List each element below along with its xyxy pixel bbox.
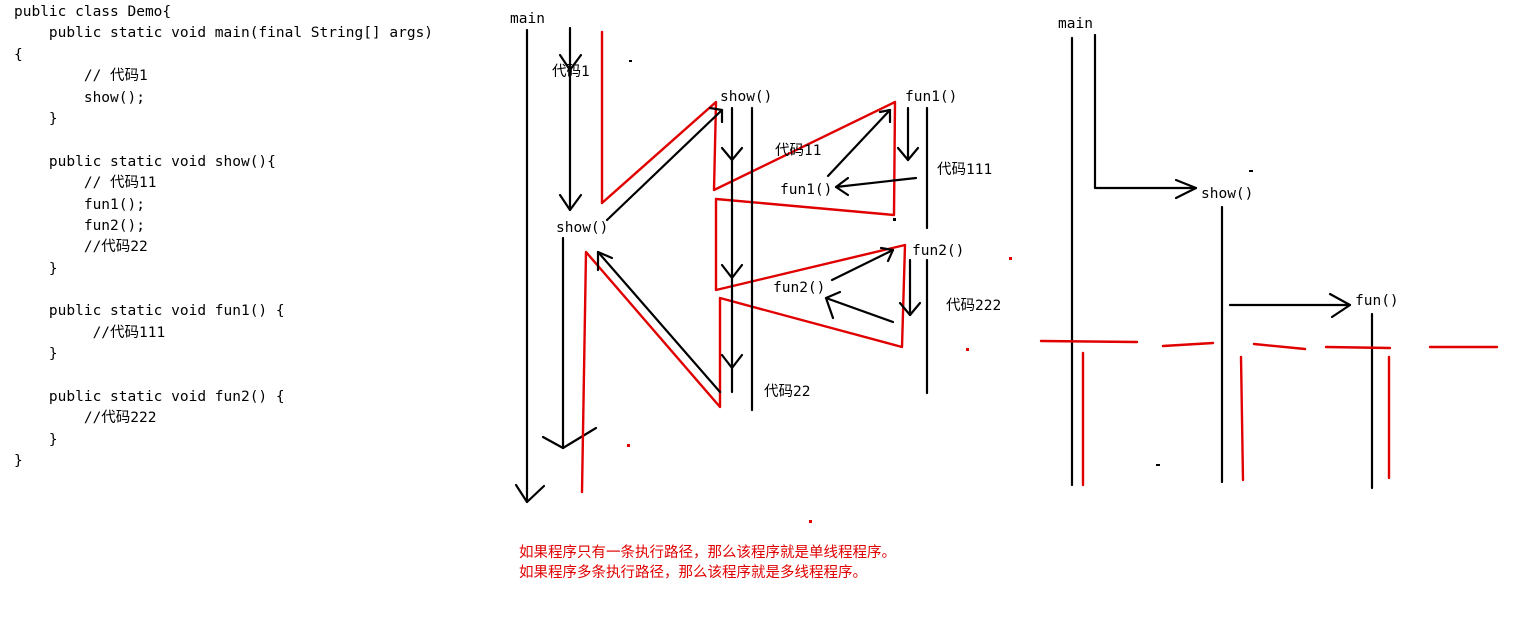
code-line: public static void fun1() { bbox=[14, 303, 285, 320]
main-label-right: main bbox=[1058, 16, 1093, 32]
code-line: show(); bbox=[14, 89, 145, 106]
code-line: } bbox=[14, 260, 58, 277]
code-line: //代码222 bbox=[14, 410, 157, 427]
code-line: } bbox=[14, 346, 58, 363]
main-branch-line bbox=[1093, 33, 1198, 190]
call-fun2-arrowhead bbox=[879, 246, 895, 263]
mark-1 bbox=[629, 60, 632, 62]
return-main-arrowhead bbox=[596, 250, 614, 272]
notes: 如果程序只有一条执行路径，那么该程序就是单线程程序。 如果程序多条执行路径，那么… bbox=[519, 543, 896, 583]
code-line: fun2(); bbox=[14, 217, 145, 234]
fun2-call-label: fun2() bbox=[773, 280, 825, 296]
code22-arrowhead bbox=[720, 353, 744, 370]
code-line: public class Demo{ bbox=[14, 4, 172, 20]
code-line: } bbox=[14, 110, 58, 127]
fun2-call-arrowhead bbox=[720, 263, 744, 280]
fun2-arrowhead bbox=[898, 301, 922, 317]
code222-label: 代码222 bbox=[946, 297, 1001, 314]
note-multi-thread: 如果程序多条执行路径，那么该程序就是多线程程序。 bbox=[519, 565, 867, 581]
mark-6 bbox=[893, 218, 896, 221]
code1-top-arrowhead bbox=[558, 53, 583, 72]
code-line: public static void show(){ bbox=[14, 153, 276, 170]
code22-label: 代码22 bbox=[764, 383, 810, 400]
call-fun1-arrowhead bbox=[878, 108, 892, 124]
mark-5 bbox=[809, 520, 812, 523]
code-line: // 代码11 bbox=[14, 175, 157, 192]
code-line: public static void main(final String[] a… bbox=[14, 25, 434, 42]
red-dash-4 bbox=[1324, 345, 1392, 350]
code-line: //代码111 bbox=[14, 324, 166, 341]
red-vert-2 bbox=[1239, 355, 1245, 482]
show-call-arrowhead bbox=[558, 193, 583, 212]
return-fun2-arrowhead bbox=[824, 290, 842, 320]
note-single-thread: 如果程序只有一条执行路径，那么该程序就是单线程程序。 bbox=[519, 545, 896, 561]
red-dash-1 bbox=[1039, 339, 1139, 344]
code-line: // 代码1 bbox=[14, 68, 148, 85]
fun-label-right: fun() bbox=[1355, 293, 1399, 309]
return-fun2-arrow bbox=[824, 296, 895, 324]
fun2-def-label: fun2() bbox=[912, 243, 964, 259]
main-label: main bbox=[510, 11, 545, 27]
fun-branch-arrowhead bbox=[1328, 292, 1352, 319]
red-dash-3 bbox=[1252, 342, 1307, 351]
call-show-arrowhead bbox=[708, 106, 724, 124]
red-dash-2 bbox=[1161, 341, 1215, 348]
return-fun1-arrowhead bbox=[834, 176, 850, 197]
show-call-label: show() bbox=[556, 220, 608, 236]
code-line: { bbox=[14, 46, 23, 63]
call-fun2-arrow bbox=[830, 248, 895, 282]
code-line: //代码22 bbox=[14, 239, 148, 256]
code-line: fun1(); bbox=[14, 196, 145, 213]
return-fun1-arrow bbox=[834, 176, 918, 189]
call-fun1-arrow bbox=[826, 108, 892, 178]
show-def-label: show() bbox=[720, 89, 772, 105]
fun1-call-label: fun1() bbox=[780, 182, 832, 198]
code11-arrowhead bbox=[720, 146, 744, 162]
code1-label: 代码1 bbox=[552, 63, 590, 80]
after-show-arrowhead bbox=[541, 426, 598, 450]
code-listing: public class Demo{ public static void ma… bbox=[14, 2, 433, 473]
mark-8 bbox=[1156, 464, 1160, 466]
show-branch-arrowhead bbox=[1174, 178, 1198, 200]
mark-3 bbox=[966, 348, 969, 351]
code111-label: 代码111 bbox=[937, 161, 992, 178]
main-end-arrowhead bbox=[514, 483, 546, 504]
multi-thread-flow: main show() fun() bbox=[1039, 16, 1499, 490]
return-main-arrow bbox=[596, 250, 722, 394]
single-thread-flow: main 代码1 show() fun1() 代码11 代码111 fun1()… bbox=[510, 11, 1012, 523]
show-label-right: show() bbox=[1201, 186, 1253, 202]
mark-7 bbox=[1249, 170, 1253, 172]
code-line: public static void fun2() { bbox=[14, 389, 285, 406]
red-thread-path bbox=[580, 100, 907, 494]
mark-4 bbox=[627, 444, 630, 447]
mark-2 bbox=[1009, 257, 1012, 260]
code-line: } bbox=[14, 431, 58, 448]
call-show-arrow bbox=[605, 108, 724, 222]
fun1-def-label: fun1() bbox=[905, 89, 957, 105]
fun1-arrowhead bbox=[896, 146, 920, 162]
code-line: } bbox=[14, 453, 23, 470]
code11-label: 代码11 bbox=[775, 142, 821, 159]
